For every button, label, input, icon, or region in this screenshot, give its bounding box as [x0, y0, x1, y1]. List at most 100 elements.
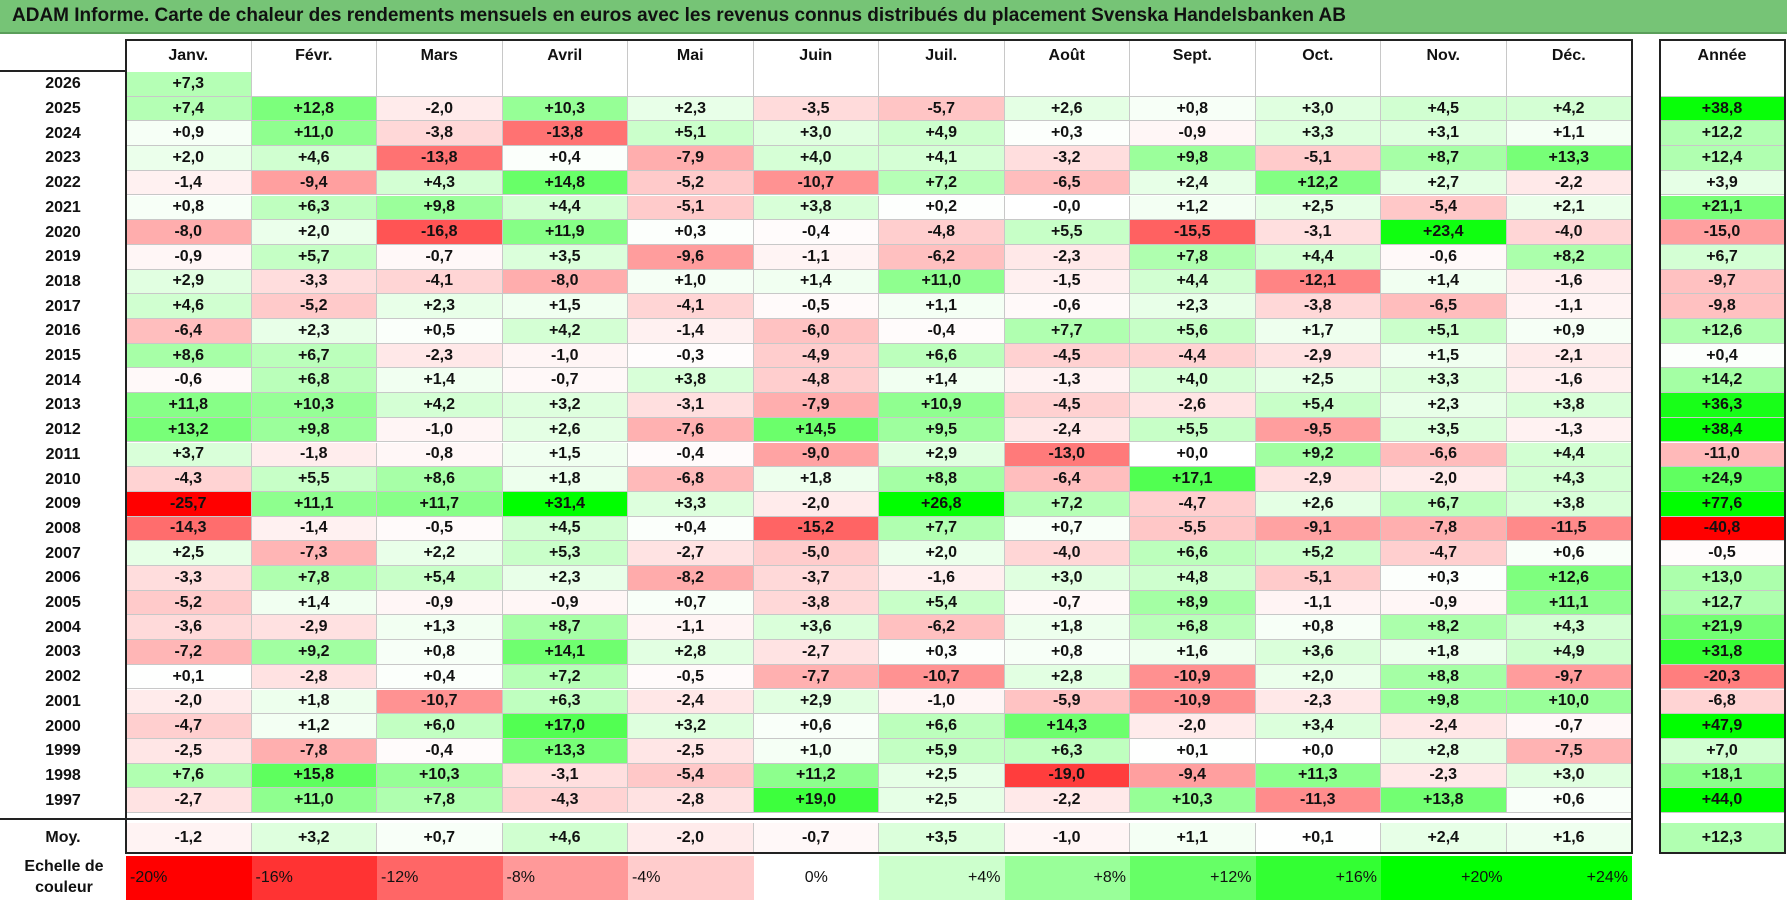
- annual-cell: -15,0: [1660, 220, 1785, 245]
- heatmap-cell: -4,0: [1506, 220, 1632, 245]
- row-label-year: 2004: [45, 618, 81, 636]
- heatmap-cell: -3,3: [126, 566, 252, 591]
- heatmap-cell: -3,6: [126, 615, 252, 641]
- heatmap-cell: +5,1: [628, 121, 754, 147]
- heatmap-cell: -10,7: [879, 664, 1005, 690]
- heatmap-cell: +4,0: [753, 146, 879, 171]
- heatmap-cell: -2,8: [251, 664, 377, 690]
- row-label-year: 2005: [45, 594, 81, 612]
- heatmap-cell: +2,6: [1004, 96, 1130, 122]
- heatmap-cell: +5,4: [377, 566, 503, 591]
- heatmap-cell: -11,3: [1255, 788, 1381, 813]
- heatmap-cell: +1,8: [502, 467, 628, 492]
- heatmap-cell: -4,8: [879, 220, 1005, 245]
- heatmap-cell: +6,7: [251, 343, 377, 369]
- heatmap-cell: +10,0: [1506, 689, 1632, 715]
- row-label-year: 2010: [45, 470, 81, 488]
- column-header: Juil.: [879, 40, 1005, 72]
- heatmap-cell: +9,8: [251, 417, 377, 443]
- annual-cell: +0,4: [1660, 343, 1785, 369]
- row-label-year: 2008: [45, 519, 81, 537]
- heatmap-cell: +7,8: [251, 566, 377, 591]
- column-header: Sept.: [1130, 40, 1256, 72]
- heatmap-cell: +0,6: [753, 714, 879, 739]
- heatmap-cell: +0,9: [126, 121, 252, 147]
- heatmap-cell: +11,9: [502, 220, 628, 245]
- heatmap-cell: +13,8: [1381, 788, 1507, 813]
- heatmap-cell: +1,4: [1381, 269, 1507, 295]
- heatmap-cell: -7,2: [126, 640, 252, 665]
- heatmap-cell: +4,4: [1506, 442, 1632, 468]
- heatmap-cell: +4,6: [251, 146, 377, 171]
- heatmap-cell: +0,8: [377, 640, 503, 665]
- heatmap-cell: +4,4: [1255, 244, 1381, 270]
- heatmap-cell: +6,0: [377, 714, 503, 739]
- heatmap-cell: -4,5: [1004, 343, 1130, 369]
- heatmap-cell: -1,1: [753, 244, 879, 270]
- heatmap-cell: -3,2: [1004, 146, 1130, 171]
- heatmap-cell: -10,7: [377, 689, 503, 715]
- heatmap-cell: -7,6: [628, 417, 754, 443]
- heatmap-cell: -15,2: [753, 516, 879, 542]
- annual-cell: -40,8: [1660, 516, 1785, 542]
- annual-cell: +6,7: [1660, 244, 1785, 270]
- heatmap-cell: -6,6: [1381, 442, 1507, 468]
- heatmap-cell: +5,5: [1004, 220, 1130, 245]
- heatmap-cell: +6,6: [1130, 541, 1256, 566]
- heatmap-cell: +0,8: [126, 195, 252, 221]
- column-header: Janv.: [126, 40, 252, 72]
- heatmap-cell: +0,3: [1004, 121, 1130, 147]
- annual-cell: [1660, 72, 1785, 97]
- heatmap-cell: +15,8: [251, 763, 377, 789]
- heatmap-cell: +4,2: [377, 393, 503, 418]
- heatmap-cell: +0,4: [502, 146, 628, 171]
- heatmap-cell: +0,9: [1506, 319, 1632, 344]
- heatmap-cell: -2,0: [377, 96, 503, 122]
- heatmap-cell: +11,0: [251, 788, 377, 813]
- heatmap-cell: +14,8: [502, 170, 628, 196]
- heatmap-cell: -7,8: [251, 738, 377, 764]
- heatmap-cell: +5,6: [1130, 319, 1256, 344]
- heatmap-cell: +1,0: [753, 738, 879, 764]
- heatmap-cell: +10,9: [879, 393, 1005, 418]
- heatmap-cell: +4,3: [377, 170, 503, 196]
- heatmap-cell: +0,3: [628, 220, 754, 245]
- heatmap-cell: +8,6: [377, 467, 503, 492]
- heatmap-cell: +1,2: [251, 714, 377, 739]
- annual-cell: +44,0: [1660, 788, 1785, 813]
- heatmap-cell: +5,2: [1255, 541, 1381, 566]
- heatmap-cell: +11,8: [126, 393, 252, 418]
- heatmap-cell: +0,0: [1255, 738, 1381, 764]
- row-label-year: 2026: [45, 75, 81, 93]
- row-label-year: 2024: [45, 124, 81, 142]
- heatmap-cell: +2,8: [1381, 738, 1507, 764]
- heatmap-cell: +2,0: [1255, 664, 1381, 690]
- heatmap-cell: -12,1: [1255, 269, 1381, 295]
- heatmap-cell: -2,3: [1255, 689, 1381, 715]
- heatmap-cell: +5,9: [879, 738, 1005, 764]
- heatmap-cell: -9,1: [1255, 516, 1381, 542]
- heatmap-cell: +2,5: [879, 763, 1005, 789]
- heatmap-cell: -0,8: [377, 442, 503, 468]
- heatmap-cell: -2,0: [753, 491, 879, 517]
- row-label-year: 2011: [45, 445, 81, 463]
- heatmap-cell: +1,5: [502, 294, 628, 319]
- heatmap-cell: +5,3: [502, 541, 628, 566]
- heatmap-cell: +4,2: [1506, 96, 1632, 122]
- heatmap-cell: +6,7: [1381, 491, 1507, 517]
- heatmap-cell: -7,5: [1506, 738, 1632, 764]
- average-cell: -0,7: [753, 823, 879, 853]
- color-scale-swatch: -4%: [628, 856, 754, 900]
- heatmap-cell: -1,0: [377, 417, 503, 443]
- heatmap-cell: [377, 72, 503, 97]
- heatmap-cell: +2,6: [502, 417, 628, 443]
- heatmap-cell: -9,5: [1255, 417, 1381, 443]
- color-scale-swatch: +8%: [1004, 856, 1130, 900]
- heatmap-cell: +5,1: [1381, 319, 1507, 344]
- chart-title: ADAM Informe. Carte de chaleur des rende…: [0, 0, 1787, 34]
- heatmap-cell: -0,7: [1506, 714, 1632, 739]
- heatmap-cell: -2,4: [1381, 714, 1507, 739]
- heatmap-cell: +3,6: [1255, 640, 1381, 665]
- heatmap-cell: -2,3: [1004, 244, 1130, 270]
- heatmap-cell: +7,6: [126, 763, 252, 789]
